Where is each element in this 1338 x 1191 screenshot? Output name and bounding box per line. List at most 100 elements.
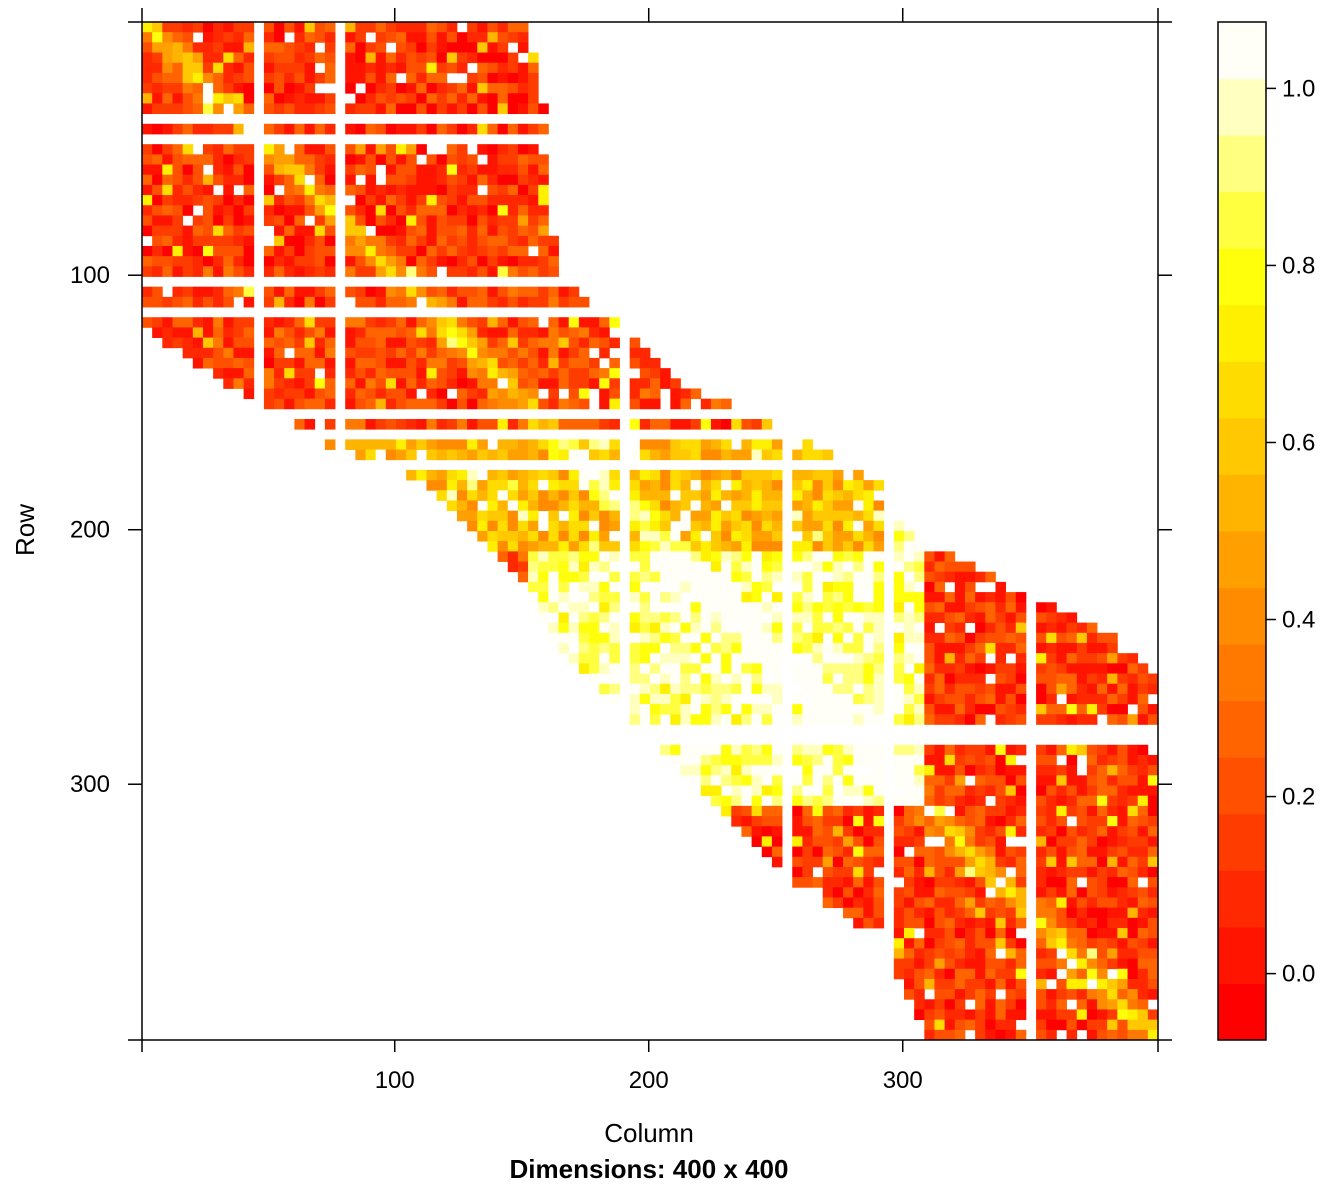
heatmap-cell <box>761 449 773 461</box>
heatmap-cell <box>650 531 661 542</box>
heatmap-cell <box>284 327 295 338</box>
heatmap-cell <box>396 215 407 226</box>
heatmap-cell <box>1036 693 1047 705</box>
heatmap-cell <box>1117 683 1128 695</box>
heatmap-cell <box>853 581 864 593</box>
heatmap-cell <box>467 52 478 64</box>
heatmap-cell <box>995 805 1006 817</box>
heatmap-cell <box>680 510 692 522</box>
heatmap-cell <box>528 347 539 359</box>
heatmap-cell <box>202 123 214 135</box>
heatmap-cell <box>700 765 712 776</box>
heatmap-cell <box>832 520 844 532</box>
heatmap-cell <box>436 22 448 33</box>
heatmap-cell <box>751 419 763 430</box>
heatmap-cell <box>924 1019 935 1031</box>
heatmap-cell <box>751 531 763 542</box>
heatmap-cell <box>710 775 722 786</box>
heatmap-cell <box>812 510 824 522</box>
heatmap-cell <box>345 317 356 328</box>
heatmap-cell <box>639 439 651 450</box>
heatmap-cell <box>832 642 844 654</box>
heatmap-cell <box>731 805 742 817</box>
heatmap-cell <box>995 1009 1006 1021</box>
heatmap-cell <box>853 469 864 481</box>
heatmap-cell <box>426 439 438 450</box>
heatmap-cell <box>456 398 468 410</box>
heatmap-cell <box>213 266 224 277</box>
heatmap-cell <box>660 571 671 583</box>
heatmap-cell <box>202 174 214 186</box>
heatmap-cell <box>304 256 316 267</box>
heatmap-cell <box>233 164 244 176</box>
heatmap-cell <box>274 32 285 43</box>
heatmap-cell <box>914 632 925 644</box>
heatmap-cell <box>995 653 1006 664</box>
heatmap-cell <box>517 480 529 491</box>
heatmap-cell <box>639 592 651 603</box>
heatmap-cell <box>416 164 427 176</box>
heatmap-cell <box>771 561 783 573</box>
heatmap-cell <box>771 653 783 664</box>
heatmap-cell <box>355 347 366 359</box>
heatmap-cell <box>792 704 803 715</box>
heatmap-cell <box>863 826 874 837</box>
heatmap-cell <box>721 592 732 603</box>
heatmap-cell <box>995 978 1006 990</box>
heatmap-cell <box>578 419 590 430</box>
heatmap-cell <box>456 245 468 257</box>
heatmap-cell <box>172 32 184 43</box>
heatmap-cell <box>650 357 661 369</box>
heatmap-cell <box>599 469 610 481</box>
heatmap-cell <box>467 480 478 491</box>
heatmap-cell <box>446 235 458 247</box>
heatmap-cell <box>172 317 184 328</box>
heatmap-cell <box>741 500 752 512</box>
heatmap-cell <box>528 164 539 176</box>
heatmap-cell <box>995 816 1006 827</box>
heatmap-cell <box>904 785 915 797</box>
heatmap-cell <box>650 388 661 400</box>
heatmap-cell <box>528 551 539 562</box>
heatmap-cell <box>172 93 184 104</box>
heatmap-cell <box>771 449 783 461</box>
heatmap-cell <box>893 663 905 674</box>
heatmap-cell <box>700 490 712 501</box>
heatmap-cell <box>416 337 427 349</box>
heatmap-cell <box>223 144 234 155</box>
heatmap-cell <box>589 520 600 532</box>
heatmap-cell <box>507 439 519 450</box>
heatmap-cell <box>1005 663 1017 674</box>
heatmap-cell <box>629 469 641 481</box>
heatmap-cell <box>517 42 529 53</box>
heatmap-cell <box>436 439 448 450</box>
heatmap-cell <box>914 866 925 878</box>
heatmap-cell <box>517 551 529 562</box>
heatmap-cell <box>314 245 326 257</box>
heatmap-cell <box>1005 744 1017 756</box>
heatmap-cell <box>690 754 702 766</box>
heatmap-cell <box>995 622 1006 634</box>
heatmap-cell <box>944 795 956 807</box>
heatmap-cell <box>680 571 692 583</box>
heatmap-cell <box>1036 663 1047 674</box>
heatmap-cell <box>873 856 885 868</box>
heatmap-cell <box>792 439 803 450</box>
heatmap-cell <box>436 357 448 369</box>
heatmap-cell <box>416 286 427 298</box>
heatmap-cell <box>650 592 661 603</box>
heatmap-cell <box>162 164 173 176</box>
heatmap-cell <box>416 195 427 206</box>
heatmap-cell <box>233 174 244 186</box>
heatmap-cell <box>446 42 458 53</box>
heatmap-cell <box>446 184 458 196</box>
heatmap-cell <box>771 592 783 603</box>
heatmap-cell <box>538 286 549 298</box>
heatmap-cell <box>873 673 885 685</box>
heatmap-cell <box>152 93 163 104</box>
heatmap-cell <box>700 541 712 552</box>
heatmap-cell <box>629 673 641 685</box>
heatmap-cell <box>995 775 1006 786</box>
heatmap-cell <box>792 846 803 858</box>
heatmap-cell <box>1015 989 1027 1000</box>
